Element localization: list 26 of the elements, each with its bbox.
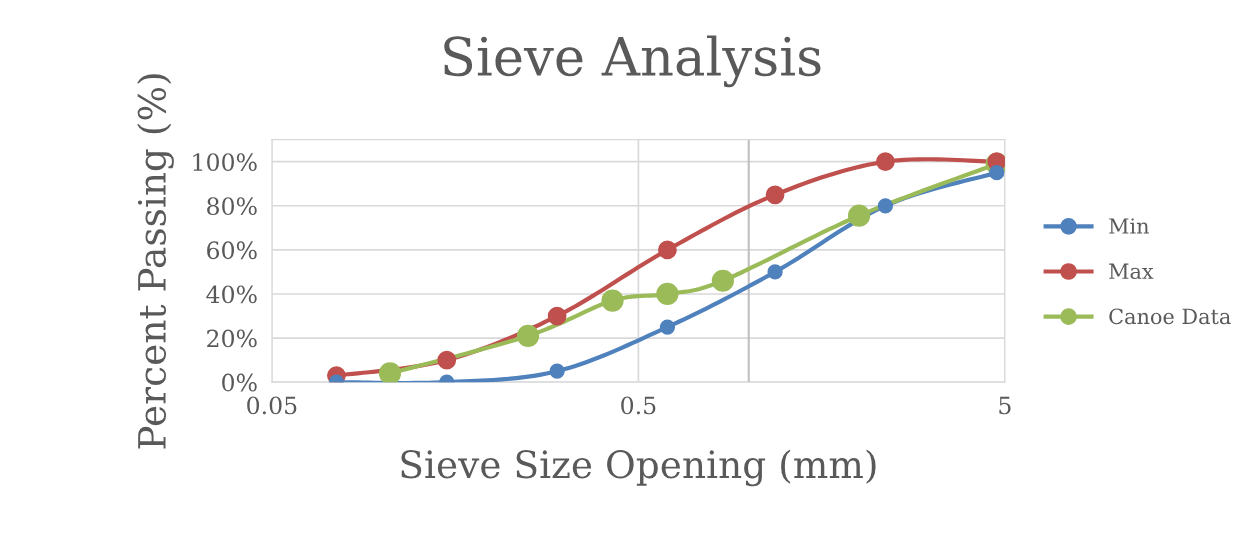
x-tick-label: 0.5	[621, 396, 656, 415]
y-tick-label: 20%	[207, 329, 257, 348]
y-tick-label: 80%	[207, 197, 257, 216]
y-tick-label: 40%	[206, 285, 257, 304]
point	[659, 319, 676, 335]
x-axis-title: Sieve Size Opening (mm)	[401, 449, 876, 487]
point	[437, 350, 457, 370]
point	[765, 185, 785, 205]
y-tick-label: 60%	[207, 241, 257, 260]
legend-label: Max	[1109, 263, 1154, 280]
x-tick-label: 5	[999, 396, 1011, 415]
legend-label: Canoe Data	[1109, 308, 1231, 325]
point	[658, 240, 677, 260]
y-tick-label: 0%	[222, 373, 257, 392]
y-axis-title: Percent Passing (%)	[137, 74, 174, 449]
point	[547, 306, 567, 326]
y-tick-label: 100%	[193, 153, 257, 171]
chart-title: Sieve Analysis	[444, 35, 821, 88]
point	[989, 165, 1005, 181]
point	[767, 264, 783, 280]
point	[549, 363, 565, 379]
legend-label: Min	[1109, 218, 1149, 234]
point	[656, 282, 679, 306]
point	[876, 152, 895, 172]
point	[877, 198, 894, 214]
x-tick-label: 0.05	[247, 396, 297, 415]
